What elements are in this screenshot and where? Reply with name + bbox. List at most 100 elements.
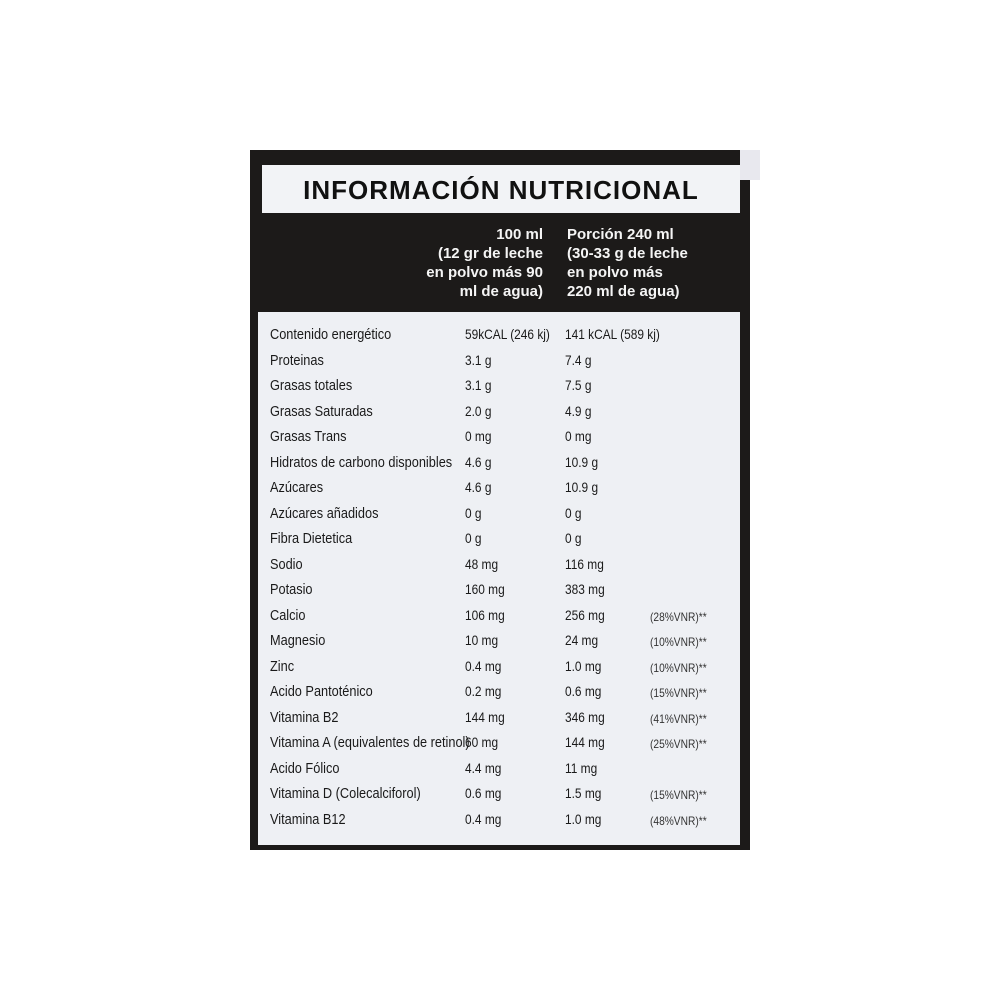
photo-edge [740,150,760,180]
value-per-portion: 4.9 g [565,402,592,419]
value-per-portion: 256 mg [565,606,605,623]
nutrient-label: Acido Fólico [270,759,340,777]
nutrient-label: Contenido energético [270,326,392,343]
table-row: Vitamina B2 144 mg 346 mg (41%VNR)** [258,709,740,731]
value-per-portion: 11 mg [565,759,598,776]
header-line: Porción 240 ml [567,226,674,243]
nutrient-label: Vitamina B12 [270,810,346,828]
header-line: 100 ml [496,226,543,243]
vnr-percent: (48%VNR)** [650,813,707,828]
table-row: Magnesio 10 mg 24 mg (10%VNR)** [258,632,740,654]
value-per-100ml: 2.0 g [465,402,492,419]
table-row: Azúcares 4.6 g 10.9 g [258,479,740,501]
table-row: Grasas Trans 0 mg 0 mg [258,428,740,450]
value-per-100ml: 160 mg [465,581,505,597]
vnr-percent: (10%VNR)** [650,660,707,675]
nutrient-label: Zinc [270,657,295,675]
value-per-100ml: 0.6 mg [465,785,502,801]
table-row: Sodio 48 mg 116 mg [258,556,740,578]
value-per-100ml: 10 mg [465,632,499,648]
nutrition-table: Contenido energético 59kCAL (246 kj) 141 k… [258,312,740,845]
value-per-100ml: 60 mg [465,734,499,750]
table-row: Vitamina D (Colecalciforol) 0.6 mg 1.5 mg (… [258,785,740,807]
table-row: Potasio 160 mg 383 mg [258,581,740,603]
value-per-100ml: 3.1 g [465,377,492,393]
header-line: 220 ml de agua) [567,283,680,300]
value-per-portion: 10.9 g [565,453,599,470]
table-row: Fibra Dietetica 0 g 0 g [258,530,740,552]
value-per-portion: 1.0 mg [565,657,602,674]
value-per-portion: 7.5 g [565,377,592,393]
value-per-100ml: 0 mg [465,428,492,444]
table-row: Contenido energético 59kCAL (246 kj) 141 k… [258,326,740,348]
vnr-percent: (25%VNR)** [650,737,707,751]
nutrient-label: Azúcares [270,479,324,496]
value-per-portion: 0 mg [565,428,592,444]
value-per-portion: 346 mg [565,708,605,725]
nutrient-label: Azúcares añadidos [270,504,379,522]
nutrient-label: Vitamina A (equivalentes de retinol) [270,734,470,751]
value-per-portion: 0 g [565,530,582,546]
table-row: Acido Pantoténico 0.2 mg 0.6 mg (15%VNR)** [258,683,740,705]
table-row: Grasas Saturadas 2.0 g 4.9 g [258,403,740,425]
table-row: Calcio 106 mg 256 mg (28%VNR)** [258,607,740,629]
value-per-100ml: 0.2 mg [465,683,502,699]
value-per-100ml: 0.4 mg [465,657,502,674]
value-per-portion: 116 mg [565,555,604,572]
table-row: Hidratos de carbono disponibles 4.6 g 10.9… [258,454,740,476]
header-line: (12 gr de leche [437,245,543,262]
value-per-portion: 144 mg [565,734,605,750]
value-per-100ml: 0 g [465,530,482,546]
header-line: ml de agua) [459,283,543,300]
nutrient-label: Vitamina D (Colecalciforol) [270,785,421,802]
value-per-portion: 0.6 mg [565,683,602,699]
table-row: Azúcares añadidos 0 g 0 g [258,505,740,527]
nutrient-label: Sodio [270,555,303,573]
nutrient-label: Proteinas [270,351,324,369]
table-row: Vitamina B12 0.4 mg 1.0 mg (48%VNR)** [258,811,740,833]
vnr-percent: (28%VNR)** [650,609,707,624]
value-per-portion: 383 mg [565,581,605,597]
header-line: (30-33 g de leche [567,245,688,262]
value-per-100ml: 144 mg [465,708,505,725]
value-per-portion: 7.4 g [565,351,592,368]
column-header-100ml: 100 ml (12 gr de leche en polvo más 90 m… [426,225,543,301]
nutrient-label: Potasio [270,581,313,598]
table-row: Acido Fólico 4.4 mg 11 mg [258,760,740,782]
header-line: en polvo más 90 [426,264,543,281]
nutrient-label: Grasas Trans [270,428,347,445]
value-per-portion: 1.5 mg [565,785,602,801]
nutrient-label: Vitamina B2 [270,708,339,726]
value-per-portion: 10.9 g [565,479,599,495]
value-per-100ml: 4.4 mg [465,759,502,776]
nutrient-label: Hidratos de carbono disponibles [270,453,453,471]
nutrient-label: Grasas totales [270,377,353,394]
table-row: Proteinas 3.1 g 7.4 g [258,352,740,374]
table-row: Zinc 0.4 mg 1.0 mg (10%VNR)** [258,658,740,680]
table-row: Vitamina A (equivalentes de retinol) 60 m… [258,734,740,756]
value-per-100ml: 48 mg [465,555,499,572]
value-per-portion: 0 g [565,504,582,521]
column-header-portion: Porción 240 ml (30-33 g de leche en polv… [567,225,688,301]
nutrient-label: Magnesio [270,632,326,649]
table-row: Grasas totales 3.1 g 7.5 g [258,377,740,399]
nutrient-label: Fibra Dietetica [270,530,353,547]
nutrient-label: Acido Pantoténico [270,683,373,700]
value-per-portion: 24 mg [565,632,599,648]
value-per-100ml: 0.4 mg [465,810,502,827]
vnr-percent: (15%VNR)** [650,788,707,802]
vnr-percent: (41%VNR)** [650,711,707,726]
value-per-100ml: 0 g [465,504,482,521]
label-title: INFORMACIÓN NUTRICIONAL [303,175,699,205]
title-box: INFORMACIÓN NUTRICIONAL [262,165,740,213]
header-line: en polvo más [567,264,663,281]
value-per-100ml: 3.1 g [465,351,492,368]
value-per-100ml: 59kCAL (246 kj) [465,326,550,342]
value-per-portion: 141 kCAL (589 kj) [565,326,660,342]
value-per-100ml: 106 mg [465,606,505,623]
value-per-portion: 1.0 mg [565,810,602,827]
vnr-percent: (15%VNR)** [650,686,707,700]
nutrient-label: Grasas Saturadas [270,402,373,420]
value-per-100ml: 4.6 g [465,453,492,470]
value-per-100ml: 4.6 g [465,479,492,495]
